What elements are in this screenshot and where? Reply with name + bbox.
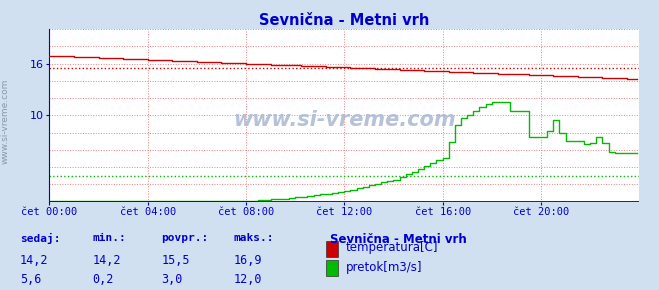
Text: www.si-vreme.com: www.si-vreme.com bbox=[233, 110, 455, 130]
Text: 12,0: 12,0 bbox=[234, 273, 262, 286]
Text: 0,2: 0,2 bbox=[92, 273, 113, 286]
Text: povpr.:: povpr.: bbox=[161, 233, 209, 243]
Text: 16,9: 16,9 bbox=[234, 254, 262, 267]
Text: maks.:: maks.: bbox=[234, 233, 274, 243]
Text: 14,2: 14,2 bbox=[92, 254, 121, 267]
Text: pretok[m3/s]: pretok[m3/s] bbox=[346, 261, 422, 274]
Text: 5,6: 5,6 bbox=[20, 273, 41, 286]
Text: temperatura[C]: temperatura[C] bbox=[346, 242, 438, 254]
Text: 3,0: 3,0 bbox=[161, 273, 183, 286]
Text: min.:: min.: bbox=[92, 233, 126, 243]
Title: Sevnična - Metni vrh: Sevnična - Metni vrh bbox=[259, 13, 430, 28]
Text: sedaj:: sedaj: bbox=[20, 233, 60, 244]
Text: 14,2: 14,2 bbox=[20, 254, 48, 267]
Text: 15,5: 15,5 bbox=[161, 254, 190, 267]
Text: Sevnična - Metni vrh: Sevnična - Metni vrh bbox=[330, 233, 467, 246]
Text: www.si-vreme.com: www.si-vreme.com bbox=[1, 79, 10, 164]
